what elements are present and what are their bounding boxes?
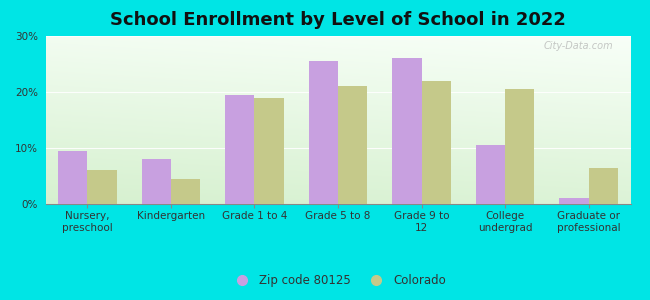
Bar — [309, 61, 338, 204]
Bar — [560, 198, 589, 204]
Legend: Zip code 80125, Colorado: Zip code 80125, Colorado — [226, 270, 450, 292]
Bar — [58, 151, 87, 204]
Bar — [505, 89, 534, 204]
Bar — [338, 86, 367, 204]
Bar — [171, 179, 200, 204]
Bar — [254, 98, 283, 204]
Bar — [225, 95, 254, 204]
Bar — [393, 58, 422, 204]
Title: School Enrollment by Level of School in 2022: School Enrollment by Level of School in … — [110, 11, 566, 29]
Text: City-Data.com: City-Data.com — [543, 41, 613, 51]
Bar — [142, 159, 171, 204]
Bar — [87, 170, 116, 204]
Bar — [422, 81, 451, 204]
Bar — [589, 168, 618, 204]
Bar — [476, 145, 505, 204]
